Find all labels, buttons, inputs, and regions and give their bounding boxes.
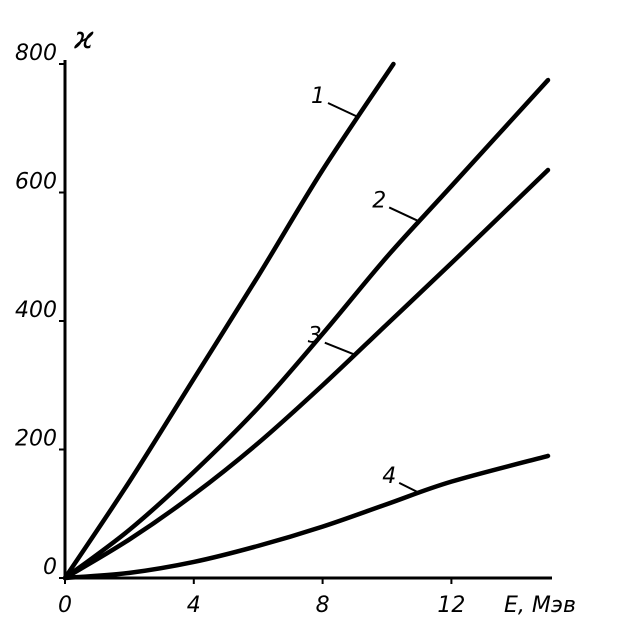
y-axis-label: ϰ bbox=[73, 22, 94, 57]
x-tick-label: 12 bbox=[437, 593, 465, 618]
series-label: 3 bbox=[308, 324, 322, 349]
y-tick-label: 600 bbox=[15, 170, 57, 195]
label-leader bbox=[398, 481, 420, 494]
label-leader bbox=[388, 206, 420, 223]
curve bbox=[62, 167, 551, 581]
series-label: 1 bbox=[311, 84, 325, 109]
y-tick-label: 0 bbox=[43, 555, 57, 580]
x-tick-label: 4 bbox=[187, 593, 201, 618]
y-tick-label: 400 bbox=[15, 298, 57, 323]
series-label: 4 bbox=[382, 464, 396, 489]
y-tick-label: 200 bbox=[15, 427, 57, 452]
label-leader bbox=[324, 341, 356, 356]
y-tick-label: 800 bbox=[15, 41, 57, 66]
x-tick-label: 8 bbox=[316, 593, 330, 618]
x-axis-label: E, Мэв bbox=[504, 593, 576, 618]
curve bbox=[62, 61, 396, 581]
series-label: 2 bbox=[372, 188, 386, 213]
curve bbox=[62, 77, 551, 581]
label-leader bbox=[327, 102, 359, 118]
x-tick-label: 0 bbox=[58, 593, 72, 618]
curve bbox=[62, 453, 551, 581]
